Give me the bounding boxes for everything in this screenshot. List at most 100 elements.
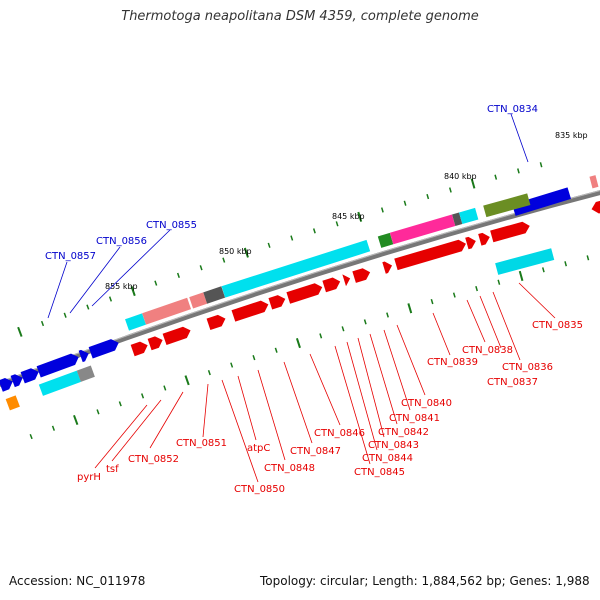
tick-mark	[335, 221, 339, 227]
gene-cyan-block	[459, 207, 479, 225]
gene-blue-arrow	[20, 368, 39, 384]
tick-mark	[319, 333, 323, 339]
red-leader-lines	[94, 282, 556, 483]
gene-label-ctn0857: CTN_0857	[45, 251, 96, 262]
tick-mark	[86, 304, 90, 310]
gene-red-arrow	[342, 274, 351, 286]
tick-mark	[207, 370, 211, 376]
tick-mark	[40, 320, 45, 327]
gene-shapes	[0, 175, 600, 411]
gene-gray-block	[76, 365, 95, 382]
inner-ticks	[17, 162, 543, 337]
tick-mark	[541, 267, 545, 273]
gene-label-ctn0852: CTN_0852	[128, 454, 179, 465]
tick-mark	[426, 193, 430, 200]
gene-cyan-block	[125, 313, 147, 331]
tick-mark	[199, 265, 203, 271]
tick-mark	[17, 326, 23, 337]
tick-mark	[407, 303, 413, 314]
gene-red-arrow	[268, 295, 286, 310]
tick-mark	[73, 414, 79, 426]
gene-blue-arrow	[88, 339, 119, 359]
gene-pink-block	[189, 292, 208, 309]
tick-mark	[63, 312, 67, 318]
gene-red-arrow	[231, 300, 269, 322]
gene-label-ctn0834: CTN_0834	[487, 104, 538, 115]
tick-mark	[130, 285, 136, 297]
tick-mark	[518, 270, 524, 282]
tick-mark	[452, 292, 456, 298]
tick-mark	[497, 279, 501, 285]
gene-red-arrow	[591, 200, 600, 214]
gene-red-arrow	[147, 336, 163, 351]
gene-label-atpc: atpC	[247, 443, 270, 454]
tick-mark	[586, 255, 590, 261]
tick-mark	[118, 401, 122, 407]
gene-label-ctn0856: CTN_0856	[96, 236, 147, 247]
gene-red-arrow	[130, 341, 148, 357]
gene-orange-block	[5, 395, 20, 411]
gene-label-ctn0838: CTN_0838	[462, 345, 513, 356]
tick-mark	[29, 433, 33, 440]
gene-label-ctn0848: CTN_0848	[264, 463, 315, 474]
gene-label-ctn0842: CTN_0842	[378, 427, 429, 438]
tick-mark	[274, 347, 278, 353]
kbp-label-835: 835 kbp	[555, 131, 588, 140]
tick-mark	[357, 211, 363, 222]
tick-mark	[403, 200, 407, 206]
gene-pink-block	[589, 175, 599, 189]
accession-text: Accession: NC_011978	[9, 574, 146, 588]
tick-mark	[51, 425, 56, 431]
tick-mark	[163, 385, 167, 391]
tick-mark	[475, 285, 479, 292]
tick-mark	[470, 178, 476, 189]
gene-label-ctn0837: CTN_0837	[487, 377, 538, 388]
tick-mark	[295, 337, 301, 349]
gene-red-arrow	[286, 283, 323, 304]
gene-red-arrow	[162, 326, 191, 346]
tick-mark	[290, 235, 294, 241]
gene-red-arrow	[478, 232, 490, 246]
gene-cyan-ctn0834	[495, 248, 555, 275]
kbp-label-840: 840 kbp	[444, 172, 477, 181]
tick-mark	[243, 247, 249, 258]
gene-label-ctn0839: CTN_0839	[427, 357, 478, 368]
gene-red-arrow	[394, 239, 466, 271]
forward-genes	[495, 187, 572, 275]
kbp-label-850: 850 kbp	[219, 247, 252, 256]
tick-mark	[564, 261, 568, 267]
gene-gray-block	[452, 212, 463, 227]
gene-blue-arrow	[10, 374, 23, 388]
tick-mark	[222, 257, 226, 263]
tick-mark	[96, 409, 100, 415]
gene-red-arrow	[206, 314, 226, 331]
tick-mark	[363, 319, 367, 325]
gene-red-arrow	[465, 236, 476, 250]
gene-label-ctn0836: CTN_0836	[502, 362, 553, 373]
gene-label-ctn0855: CTN_0855	[146, 220, 197, 231]
gene-label-ctn0850: CTN_0850	[234, 484, 285, 495]
gene-blue-arrow	[0, 378, 13, 392]
tick-mark	[176, 272, 180, 278]
gene-cyan-block	[221, 239, 371, 298]
tick-mark	[494, 174, 498, 180]
map-title: Thermotoga neapolitana DSM 4359, complet…	[121, 9, 479, 24]
gene-label-ctn0851: CTN_0851	[176, 438, 227, 449]
tick-mark	[154, 280, 158, 286]
blue-leader-lines	[47, 113, 529, 319]
tick-mark	[341, 326, 345, 332]
gene-label-ctn0840: CTN_0840	[401, 398, 452, 409]
gene-red-arrow	[322, 277, 341, 293]
gene-pink-block	[142, 297, 192, 325]
gene-magenta-block	[389, 214, 456, 245]
gene-cyan-block	[38, 370, 81, 396]
gene-label-ctn0847: CTN_0847	[290, 446, 341, 457]
gene-label-tsf: tsf	[106, 464, 119, 475]
tick-mark	[141, 393, 145, 399]
gene-blue-ctn0834	[512, 187, 572, 216]
gene-red-arrow	[382, 261, 393, 274]
gene-label-ctn0844: CTN_0844	[362, 453, 413, 464]
gene-label-pyrh: pyrH	[77, 472, 101, 483]
kbp-label-845: 845 kbp	[332, 212, 365, 221]
gene-olive-block	[483, 193, 531, 218]
